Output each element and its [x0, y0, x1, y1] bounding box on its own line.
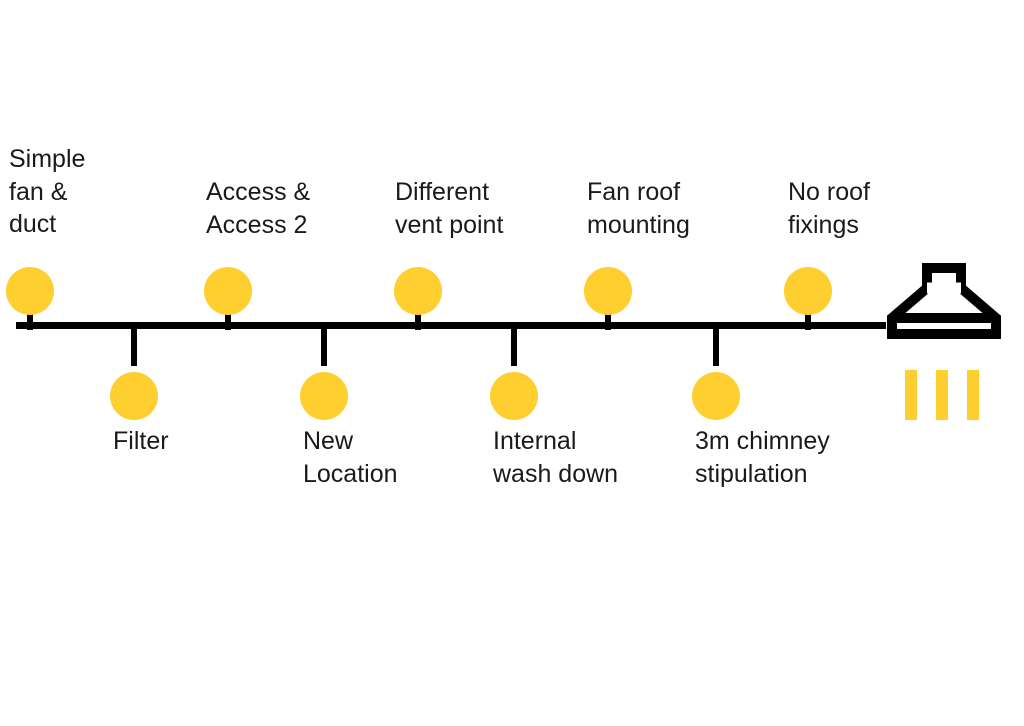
label-line: Different — [395, 176, 503, 209]
label-line: mounting — [587, 209, 690, 242]
dot-bottom-0 — [110, 372, 158, 420]
dot-top-3 — [584, 267, 632, 315]
dot-top-0 — [6, 267, 54, 315]
label-line: wash down — [493, 458, 618, 491]
label-line: Simple — [9, 143, 85, 176]
label-line: Fan roof — [587, 176, 690, 209]
label-top-4: No roof fixings — [788, 176, 870, 241]
dot-top-4 — [784, 267, 832, 315]
label-bottom-2: Internal wash down — [493, 425, 618, 490]
tick-bottom-1 — [321, 326, 327, 366]
dot-bottom-2 — [490, 372, 538, 420]
timeline-diagram: Simple fan & duct Access & Access 2 Diff… — [0, 0, 1024, 726]
dot-top-2 — [394, 267, 442, 315]
label-line: Filter — [113, 425, 169, 458]
label-top-3: Fan roof mounting — [587, 176, 690, 241]
hood-vent-2 — [967, 370, 979, 420]
label-line: stipulation — [695, 458, 830, 491]
hood-vent-1 — [936, 370, 948, 420]
label-line: fixings — [788, 209, 870, 242]
label-line: Internal — [493, 425, 618, 458]
label-top-1: Access & Access 2 — [206, 176, 310, 241]
label-line: Access 2 — [206, 209, 310, 242]
dot-bottom-3 — [692, 372, 740, 420]
timeline-main-line — [16, 322, 886, 329]
label-line: Access & — [206, 176, 310, 209]
label-bottom-0: Filter — [113, 425, 169, 458]
label-top-0: Simple fan & duct — [9, 143, 85, 241]
label-line: Location — [303, 458, 398, 491]
cooker-hood-icon — [884, 262, 1004, 367]
label-line: fan & — [9, 176, 85, 209]
label-bottom-3: 3m chimney stipulation — [695, 425, 830, 490]
tick-bottom-3 — [713, 326, 719, 366]
dot-top-1 — [204, 267, 252, 315]
tick-bottom-0 — [131, 326, 137, 366]
label-bottom-1: New Location — [303, 425, 398, 490]
label-line: 3m chimney — [695, 425, 830, 458]
label-line: No roof — [788, 176, 870, 209]
dot-bottom-1 — [300, 372, 348, 420]
label-line: duct — [9, 208, 85, 241]
tick-bottom-2 — [511, 326, 517, 366]
label-line: New — [303, 425, 398, 458]
hood-vent-0 — [905, 370, 917, 420]
label-line: vent point — [395, 209, 503, 242]
label-top-2: Different vent point — [395, 176, 503, 241]
